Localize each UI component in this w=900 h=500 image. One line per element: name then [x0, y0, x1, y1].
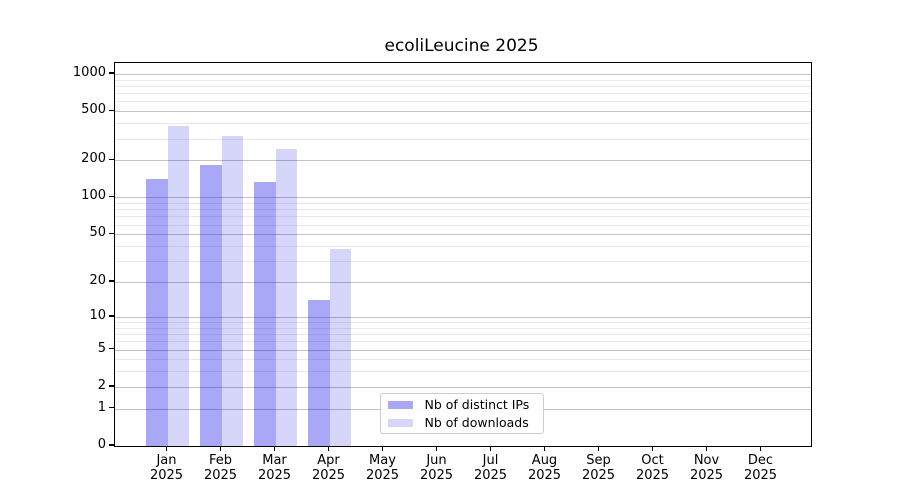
gridline-major-2	[114, 386, 811, 388]
x-tick-mark-mar	[273, 446, 276, 451]
gridline-minor-4	[114, 359, 811, 361]
downloads-swatch-icon	[387, 418, 413, 427]
x-tick-label-jun: Jun 2025	[419, 453, 454, 483]
gridline-minor-300	[114, 138, 811, 140]
y-tick-mark-50	[108, 232, 114, 234]
x-tick-mark-oct	[651, 446, 654, 451]
y-tick-label-10: 10	[89, 307, 106, 323]
gridline-minor-7	[114, 334, 811, 336]
y-tick-label-5: 5	[97, 340, 106, 356]
y-tick-mark-200	[108, 158, 114, 161]
y-tick-label-1: 1	[97, 399, 106, 415]
x-tick-label-mar: Mar 2025	[257, 453, 292, 483]
x-tick-label-apr: Apr 2025	[311, 453, 346, 483]
gridline-minor-9	[114, 322, 811, 323]
gridline-minor-40	[114, 246, 811, 247]
y-tick-label-500: 500	[81, 102, 106, 118]
legend-label-downloads: Nb of downloads	[424, 415, 529, 430]
y-tick-mark-10	[108, 315, 114, 317]
gridline-minor-70	[114, 216, 811, 218]
x-tick-mark-apr	[327, 446, 330, 451]
x-tick-mark-dec	[759, 446, 762, 451]
bar-downloads-apr	[329, 248, 351, 446]
gridline-minor-600	[114, 101, 811, 103]
x-tick-label-aug: Aug 2025	[527, 453, 562, 483]
gridline-major-50	[114, 234, 811, 236]
x-tick-label-feb: Feb 2025	[203, 453, 238, 483]
x-tick-label-jan: Jan 2025	[149, 453, 184, 483]
y-tick-label-1000: 1000	[72, 64, 106, 80]
legend-item-distinct-ips: Nb of distinct IPs	[381, 397, 543, 412]
bar-distinct_ips-feb	[200, 165, 222, 446]
x-tick-mark-nov	[705, 446, 708, 451]
chart-title: ecoliLeucine 2025	[384, 36, 539, 56]
x-tick-mark-aug	[543, 446, 546, 451]
y-tick-label-0: 0	[97, 437, 106, 452]
y-tick-label-200: 200	[81, 151, 106, 167]
distinct-ips-swatch-icon	[387, 400, 413, 409]
gridline-major-100	[114, 197, 811, 199]
gridline-minor-3	[114, 371, 811, 373]
x-tick-label-may: May 2025	[365, 453, 400, 483]
y-tick-mark-1000	[108, 72, 114, 74]
x-tick-label-dec: Dec 2025	[743, 453, 778, 483]
y-tick-label-2: 2	[97, 377, 106, 393]
gridline-minor-60	[114, 224, 811, 226]
bar-downloads-mar	[275, 148, 297, 446]
y-tick-label-50: 50	[89, 225, 106, 241]
gridline-minor-6	[114, 341, 811, 343]
x-tick-label-oct: Oct 2025	[635, 453, 670, 483]
x-tick-mark-jun	[435, 446, 438, 451]
plot-area: Nb of distinct IPs Nb of downloads	[113, 62, 812, 447]
x-tick-mark-feb	[219, 446, 222, 451]
legend-label-distinct-ips: Nb of distinct IPs	[424, 397, 530, 412]
gridline-minor-900	[114, 79, 811, 81]
x-tick-mark-sep	[597, 446, 600, 451]
chart-legend: Nb of distinct IPs Nb of downloads	[379, 393, 544, 434]
x-tick-label-jul: Jul 2025	[473, 453, 508, 483]
gridline-minor-90	[114, 203, 811, 205]
y-tick-mark-1	[108, 406, 114, 409]
gridline-minor-400	[114, 123, 811, 125]
gridline-major-500	[114, 111, 811, 113]
bar-distinct_ips-jan	[146, 179, 168, 446]
gridline-major-20	[114, 282, 811, 284]
gridline-minor-800	[114, 85, 811, 87]
gridline-major-5	[114, 349, 811, 351]
y-tick-label-100: 100	[81, 188, 106, 204]
x-tick-mark-may	[381, 446, 384, 451]
x-tick-mark-jul	[489, 446, 492, 451]
gridline-major-10	[114, 316, 811, 318]
x-tick-label-sep: Sep 2025	[581, 453, 616, 483]
bar-downloads-feb	[221, 135, 243, 446]
x-tick-mark-jan	[165, 446, 168, 451]
gridline-minor-700	[114, 93, 811, 95]
bar-distinct_ips-mar	[254, 182, 276, 446]
y-tick-mark-0	[108, 444, 114, 446]
y-tick-mark-500	[108, 109, 114, 111]
gridline-minor-80	[114, 209, 811, 211]
y-tick-mark-100	[108, 195, 114, 198]
x-tick-label-nov: Nov 2025	[689, 453, 724, 483]
gridline-minor-8	[114, 327, 811, 329]
bar-distinct_ips-apr	[308, 300, 330, 446]
gridline-minor-30	[114, 261, 811, 263]
y-tick-mark-5	[108, 347, 114, 350]
gridline-major-200	[114, 160, 811, 162]
bar-downloads-jan	[167, 125, 189, 446]
gridline-major-1000	[114, 73, 811, 75]
legend-item-downloads: Nb of downloads	[381, 415, 543, 430]
y-tick-mark-2	[108, 385, 114, 387]
y-tick-mark-20	[108, 280, 114, 282]
y-tick-label-20: 20	[89, 273, 106, 289]
